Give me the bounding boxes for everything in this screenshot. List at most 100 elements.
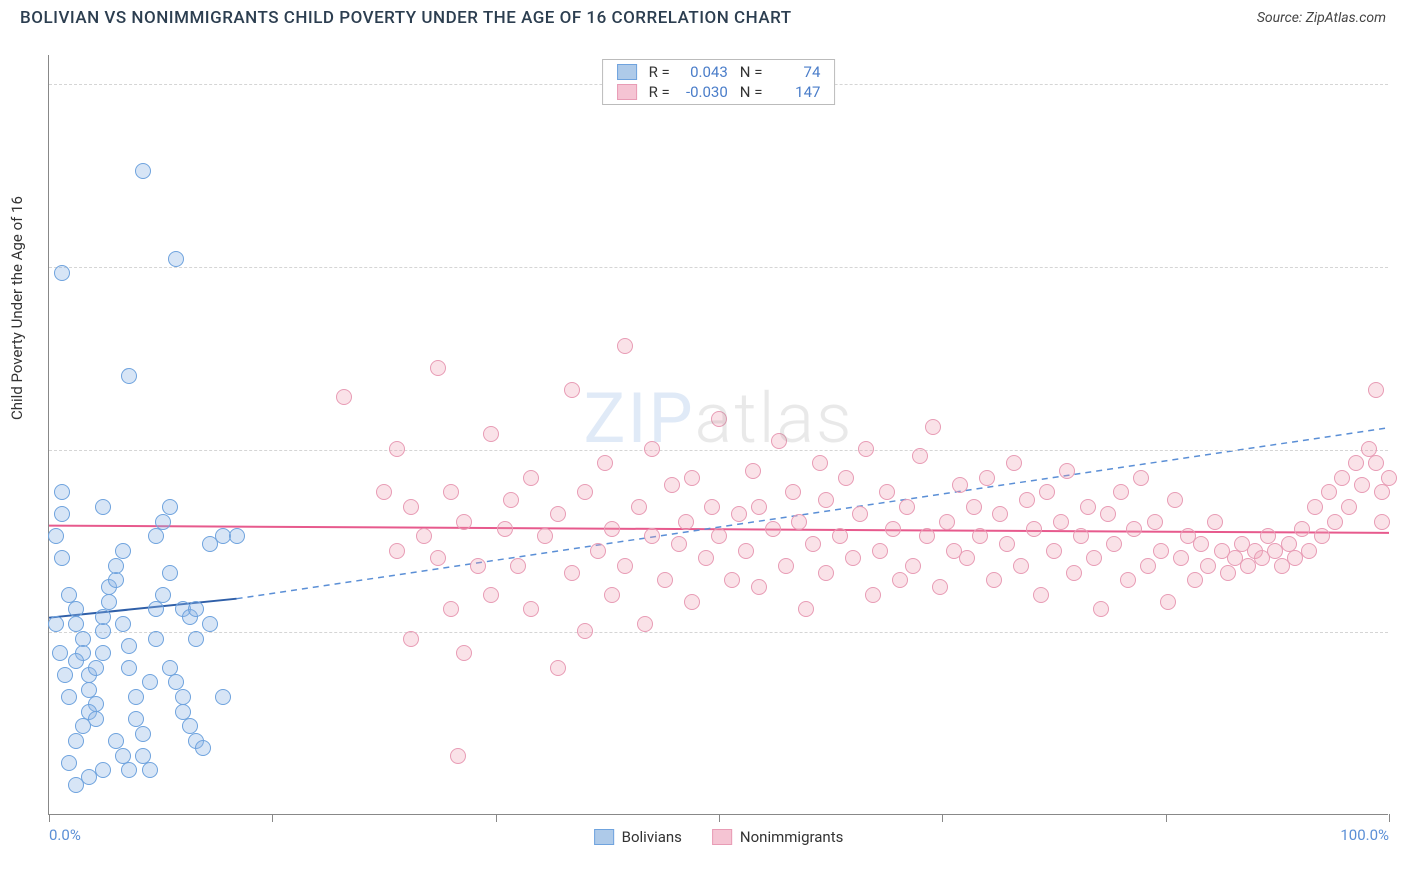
data-point-bolivians: [135, 163, 151, 179]
trendlines-layer: [49, 55, 1389, 815]
data-point-nonimmigrants: [1327, 514, 1343, 530]
r-value-nonimmigrants: -0.030: [678, 83, 728, 101]
data-point-nonimmigrants: [376, 484, 392, 500]
data-point-nonimmigrants: [751, 499, 767, 515]
data-point-nonimmigrants: [852, 506, 868, 522]
scatter-plot-area: ZIPatlas R = 0.043 N = 74 R = -0.030 N =…: [48, 55, 1388, 815]
data-point-bolivians: [175, 704, 191, 720]
data-point-nonimmigrants: [785, 484, 801, 500]
data-point-nonimmigrants: [751, 579, 767, 595]
data-point-nonimmigrants: [1260, 528, 1276, 544]
data-point-bolivians: [61, 689, 77, 705]
stats-row-nonimmigrants: R = -0.030 N = 147: [603, 82, 835, 102]
data-point-nonimmigrants: [537, 528, 553, 544]
data-point-nonimmigrants: [704, 499, 720, 515]
data-point-nonimmigrants: [1113, 484, 1129, 500]
data-point-bolivians: [202, 616, 218, 632]
data-point-nonimmigrants: [899, 499, 915, 515]
data-point-nonimmigrants: [510, 558, 526, 574]
data-point-nonimmigrants: [979, 470, 995, 486]
data-point-bolivians: [115, 616, 131, 632]
data-point-nonimmigrants: [919, 528, 935, 544]
data-point-nonimmigrants: [1019, 492, 1035, 508]
correlation-stats-box: R = 0.043 N = 74 R = -0.030 N = 147: [602, 59, 836, 105]
n-value-bolivians: 74: [770, 63, 820, 81]
data-point-nonimmigrants: [684, 470, 700, 486]
data-point-nonimmigrants: [912, 448, 928, 464]
data-point-nonimmigrants: [1026, 521, 1042, 537]
data-point-bolivians: [95, 499, 111, 515]
data-point-bolivians: [148, 528, 164, 544]
data-point-nonimmigrants: [1348, 455, 1364, 471]
legend-item-nonimmigrants: Nonimmigrants: [712, 828, 843, 846]
data-point-nonimmigrants: [564, 382, 580, 398]
y-tick-label: 50.0%: [1394, 75, 1406, 93]
data-point-nonimmigrants: [838, 470, 854, 486]
data-point-nonimmigrants: [858, 441, 874, 457]
x-tick: [1166, 814, 1167, 822]
data-point-bolivians: [128, 689, 144, 705]
data-point-nonimmigrants: [1106, 536, 1122, 552]
data-point-nonimmigrants: [1140, 558, 1156, 574]
data-point-nonimmigrants: [577, 623, 593, 639]
source-attribution: Source: ZipAtlas.com: [1257, 10, 1386, 26]
x-tick-label: 0.0%: [49, 826, 81, 844]
data-point-nonimmigrants: [1093, 601, 1109, 617]
data-point-nonimmigrants: [711, 528, 727, 544]
gridline-h: [49, 632, 1388, 633]
data-point-nonimmigrants: [644, 441, 660, 457]
data-point-nonimmigrants: [1080, 499, 1096, 515]
data-point-nonimmigrants: [1006, 455, 1022, 471]
data-point-bolivians: [155, 514, 171, 530]
data-point-nonimmigrants: [771, 433, 787, 449]
data-point-nonimmigrants: [1120, 572, 1136, 588]
data-point-bolivians: [128, 711, 144, 727]
data-point-nonimmigrants: [336, 389, 352, 405]
data-point-nonimmigrants: [617, 338, 633, 354]
data-point-bolivians: [101, 594, 117, 610]
data-point-bolivians: [88, 660, 104, 676]
y-axis-label: Child Poverty Under the Age of 16: [8, 196, 26, 420]
r-value-bolivians: 0.043: [678, 63, 728, 81]
data-point-bolivians: [108, 733, 124, 749]
data-point-bolivians: [142, 674, 158, 690]
data-point-nonimmigrants: [403, 499, 419, 515]
data-point-nonimmigrants: [604, 587, 620, 603]
data-point-nonimmigrants: [671, 536, 687, 552]
data-point-nonimmigrants: [1193, 536, 1209, 552]
data-point-nonimmigrants: [1086, 550, 1102, 566]
data-point-nonimmigrants: [1059, 463, 1075, 479]
data-point-nonimmigrants: [711, 411, 727, 427]
data-point-nonimmigrants: [724, 572, 740, 588]
data-point-nonimmigrants: [644, 528, 660, 544]
data-point-nonimmigrants: [892, 572, 908, 588]
data-point-bolivians: [68, 601, 84, 617]
data-point-nonimmigrants: [443, 484, 459, 500]
data-point-nonimmigrants: [483, 426, 499, 442]
data-point-nonimmigrants: [597, 455, 613, 471]
chart-header: BOLIVIAN VS NONIMMIGRANTS CHILD POVERTY …: [0, 0, 1406, 32]
data-point-nonimmigrants: [1381, 470, 1397, 486]
data-point-nonimmigrants: [577, 484, 593, 500]
data-point-bolivians: [162, 499, 178, 515]
data-point-nonimmigrants: [564, 565, 580, 581]
data-point-bolivians: [95, 762, 111, 778]
data-point-bolivians: [121, 368, 137, 384]
data-point-nonimmigrants: [1354, 477, 1370, 493]
data-point-nonimmigrants: [872, 543, 888, 559]
data-point-bolivians: [142, 762, 158, 778]
data-point-nonimmigrants: [1334, 470, 1350, 486]
data-point-nonimmigrants: [1368, 455, 1384, 471]
data-point-bolivians: [121, 660, 137, 676]
data-point-bolivians: [162, 565, 178, 581]
data-point-bolivians: [168, 674, 184, 690]
r-label: R =: [649, 63, 670, 81]
data-point-nonimmigrants: [818, 492, 834, 508]
data-point-nonimmigrants: [845, 550, 861, 566]
data-point-bolivians: [61, 755, 77, 771]
data-point-nonimmigrants: [1053, 514, 1069, 530]
data-point-nonimmigrants: [1321, 484, 1337, 500]
data-point-nonimmigrants: [617, 558, 633, 574]
data-point-nonimmigrants: [832, 528, 848, 544]
data-point-bolivians: [195, 740, 211, 756]
